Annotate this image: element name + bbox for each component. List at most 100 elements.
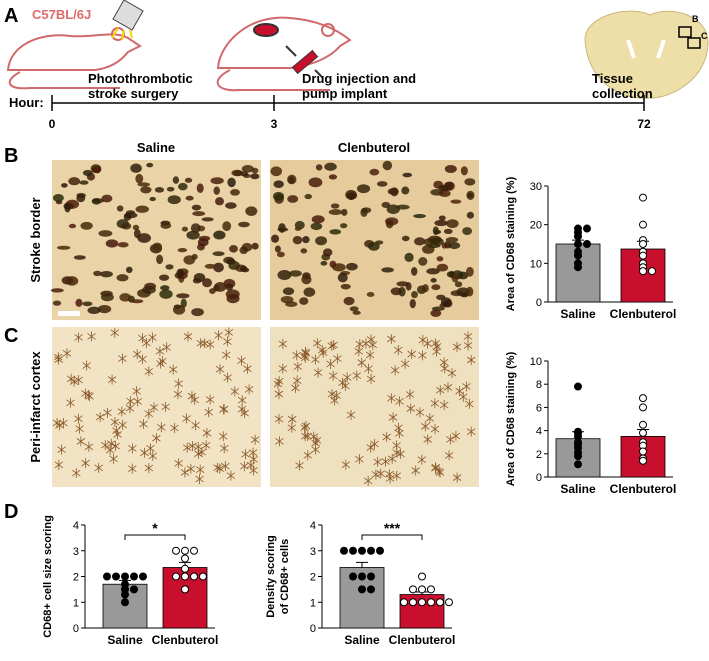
cell [375,240,384,245]
y-tick-label: 0 [536,297,542,309]
cell [363,475,373,486]
cell [215,197,225,206]
column-header: Saline [137,140,175,155]
cell [385,219,394,229]
cell [72,468,81,479]
cell [248,447,258,458]
cell [213,186,221,195]
data-point [130,585,138,594]
cell [444,450,454,461]
cell [237,395,247,406]
cell [324,162,337,171]
cell [418,350,427,361]
cell [75,423,84,434]
cell [144,463,154,474]
cell [462,227,473,235]
cell [54,459,64,470]
cell [202,428,212,439]
cell [440,185,450,192]
panel-label: B [4,145,18,167]
event-label: Tissue [592,71,633,86]
cell [219,431,228,442]
cell [413,213,426,219]
data-point [121,572,129,581]
cell [366,442,375,453]
cell [349,306,359,312]
cell [466,266,474,277]
cell [245,206,258,216]
cell [182,413,191,424]
data-point [190,572,198,581]
data-point [367,572,375,581]
cell [409,299,416,309]
cell [213,462,222,473]
cell [330,395,339,406]
cell [170,423,179,434]
cell [99,270,113,278]
cell [156,254,164,265]
cell [333,353,342,364]
significance: * [152,520,158,536]
cell [299,297,309,305]
cell [93,166,101,174]
syringe [285,45,324,79]
cell [173,389,183,400]
cell [287,174,297,185]
cell [76,436,86,447]
cell [300,431,310,442]
data-point [409,585,417,594]
cell [388,412,398,423]
cell [228,260,240,270]
cell [394,345,403,356]
cell [311,444,320,455]
cell [197,238,209,247]
cell [155,346,165,357]
cell [345,189,357,200]
cell [64,203,71,213]
cell [243,363,252,374]
cell [275,436,284,447]
cell [289,270,302,277]
cell [395,396,404,407]
y-tick-label: 4 [536,426,542,438]
cell [386,204,400,215]
cell [193,441,203,452]
data-point [199,572,207,581]
cell [68,223,77,229]
cell [394,422,403,433]
row-header: Stroke border [28,197,43,282]
y-tick-label: 0 [536,472,542,484]
row-header: Peri-infarct cortex [28,351,43,463]
data-point [639,456,647,465]
cell [225,289,240,300]
cell [240,171,249,177]
y-tick-label: 10 [530,258,542,270]
cell [57,444,66,455]
cell [66,397,75,408]
cell [128,463,137,474]
cell [75,298,83,307]
cell [213,230,226,240]
cell [271,234,280,243]
cell [406,403,415,414]
y-tick-label: 3 [73,546,79,558]
data-point [172,546,180,555]
data-point [574,452,582,461]
cell [451,430,461,441]
cell [385,469,394,480]
cell [285,301,298,307]
x-tick-label: Clenbuterol [389,633,456,647]
data-point [358,546,366,555]
cell [418,257,428,266]
cell [230,189,240,196]
cell [139,419,148,430]
cell [144,408,154,419]
cell [300,422,309,433]
cell [154,186,165,193]
cell [273,180,284,188]
data-point [583,224,591,233]
cell [62,348,72,359]
cell [354,346,364,357]
data-point [139,572,147,581]
cell [59,418,68,429]
